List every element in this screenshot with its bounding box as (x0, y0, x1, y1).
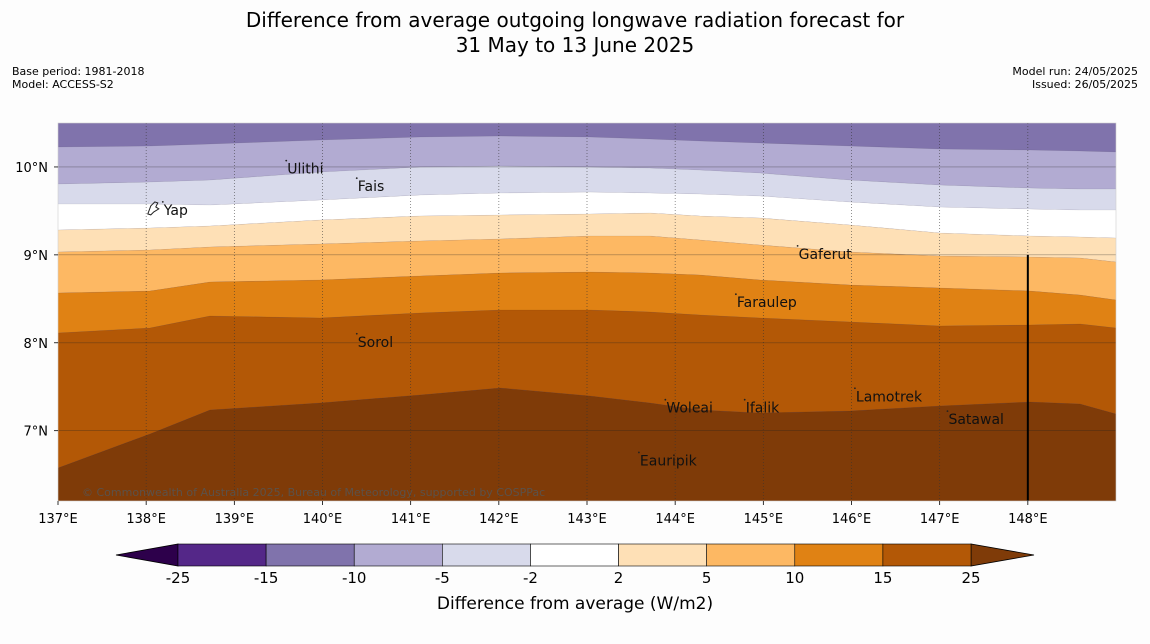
colorbar-segment (618, 543, 707, 567)
colorbar-tick-label: 5 (702, 569, 712, 587)
contour-line-4 (57, 212, 1117, 239)
model-name: Model: ACCESS-S2 (12, 78, 114, 91)
colorbar-tick-label: 15 (873, 569, 892, 587)
place-label: Gaferut (799, 247, 853, 263)
colorbar-segment (794, 543, 884, 567)
x-tick-label: 144°E (655, 512, 695, 527)
map-area[interactable]: Ulithi Fais Yap Gaferut Faraulep Sorol Woleai I… (57, 122, 1117, 502)
contour-line-1 (57, 135, 1117, 153)
island-marker (734, 293, 737, 296)
model-run: Model run: 24/05/2025 (1012, 65, 1138, 78)
y-axis-ticks: 7°N 8°N 9°N 10°N (15, 161, 58, 440)
x-tick-label: 142°E (479, 512, 519, 527)
contour-line-6 (57, 271, 1117, 301)
contour-line-5 (57, 235, 1117, 263)
contour-line-3 (58, 191, 1116, 211)
y-tick-label: 7°N (24, 425, 49, 440)
meta-left: Base period: 1981-2018 Model: ACCESS-S2 (12, 65, 144, 91)
island-marker (796, 244, 799, 247)
place-label: Fais (358, 179, 385, 195)
contour-line-8 (57, 387, 1117, 469)
y-tick-label: 10°N (15, 161, 48, 176)
x-axis-ticks: 137°E 138°E 139°E 140°E 141°E 142°E 143°E 144°E… (38, 501, 1048, 527)
x-tick-label: 137°E (38, 512, 78, 527)
colorbar: -25 -15 -10 -5 -2 2 5 10 15 25 (115, 543, 1035, 587)
island-marker (743, 398, 746, 401)
island-marker (355, 332, 358, 335)
colorbar-tick-label: -2 (523, 569, 538, 587)
island-marker (638, 451, 640, 454)
colorbar-segment (177, 543, 267, 567)
x-tick-label: 148°E (1008, 512, 1048, 527)
band-4 (58, 192, 1116, 238)
place-label: Eauripik (640, 453, 698, 469)
colorbar-segment (442, 543, 531, 567)
x-tick-label: 143°E (567, 512, 607, 527)
island-marker (664, 398, 667, 401)
place-label: Sorol (358, 335, 393, 351)
place-label: Satawal (948, 412, 1003, 428)
colorbar-segment (882, 543, 972, 567)
y-tick-label: 9°N (24, 249, 49, 264)
place-labels: Ulithi Fais Yap Gaferut Faraulep Sorol Woleai I… (147, 159, 1004, 469)
colorbar-tick-label: -5 (435, 569, 450, 587)
base-period: Base period: 1981-2018 (12, 65, 145, 78)
meta-right: Model run: 24/05/2025 Issued: 26/05/2025 (1012, 65, 1138, 91)
colorbar-tick-label: -25 (166, 569, 191, 587)
colorbar-tick-label: 2 (614, 569, 624, 587)
band-8 (58, 310, 1116, 468)
contour-line-2 (57, 165, 1116, 190)
place-label: Yap (163, 203, 188, 219)
title-line-2: 31 May to 13 June 2025 (455, 33, 695, 57)
colorbar-tick-label: 25 (961, 569, 980, 587)
colorbar-segment (353, 543, 443, 567)
band-7 (58, 272, 1116, 333)
yap-island-outline (147, 201, 160, 216)
colorbar-tick-label: 10 (785, 569, 804, 587)
x-tick-label: 147°E (920, 512, 960, 527)
contour-line-7 (57, 309, 1117, 334)
title-line-1: Difference from average outgoing longwav… (245, 8, 905, 32)
x-tick-label: 141°E (391, 512, 431, 527)
island-marker (355, 177, 358, 180)
colorbar-tick-label: -10 (342, 569, 367, 587)
colorbar-over-arrow (970, 543, 1035, 567)
island-marker (285, 159, 288, 162)
place-label: Faraulep (737, 295, 797, 311)
place-label: Woleai (666, 401, 713, 417)
x-tick-label: 140°E (303, 512, 343, 527)
place-label: Ulithi (287, 162, 323, 178)
island-marker (854, 387, 856, 390)
y-tick-label: 8°N (24, 337, 49, 352)
x-tick-label: 138°E (126, 512, 166, 527)
x-tick-label: 139°E (215, 512, 255, 527)
colorbar-tick-label: -15 (254, 569, 279, 587)
colorbar-under-arrow (115, 543, 179, 567)
colorbar-segment (265, 543, 355, 567)
place-label: Lamotrek (856, 389, 923, 405)
colorbar-segment (530, 543, 619, 567)
x-tick-label: 146°E (832, 512, 872, 527)
place-label: Ifalik (746, 401, 780, 417)
colorbar-segment (706, 543, 796, 567)
island-marker (161, 201, 164, 203)
graticule (58, 123, 1116, 501)
copyright-text: © Commonwealth of Australia 2025, Bureau… (82, 486, 545, 499)
issued-date: Issued: 26/05/2025 (1031, 78, 1138, 91)
x-tick-label: 145°E (744, 512, 784, 527)
chart-title: Difference from average outgoing longwav… (0, 8, 1150, 58)
colorbar-title: Difference from average (W/m2) (436, 594, 714, 614)
island-marker (946, 410, 949, 413)
